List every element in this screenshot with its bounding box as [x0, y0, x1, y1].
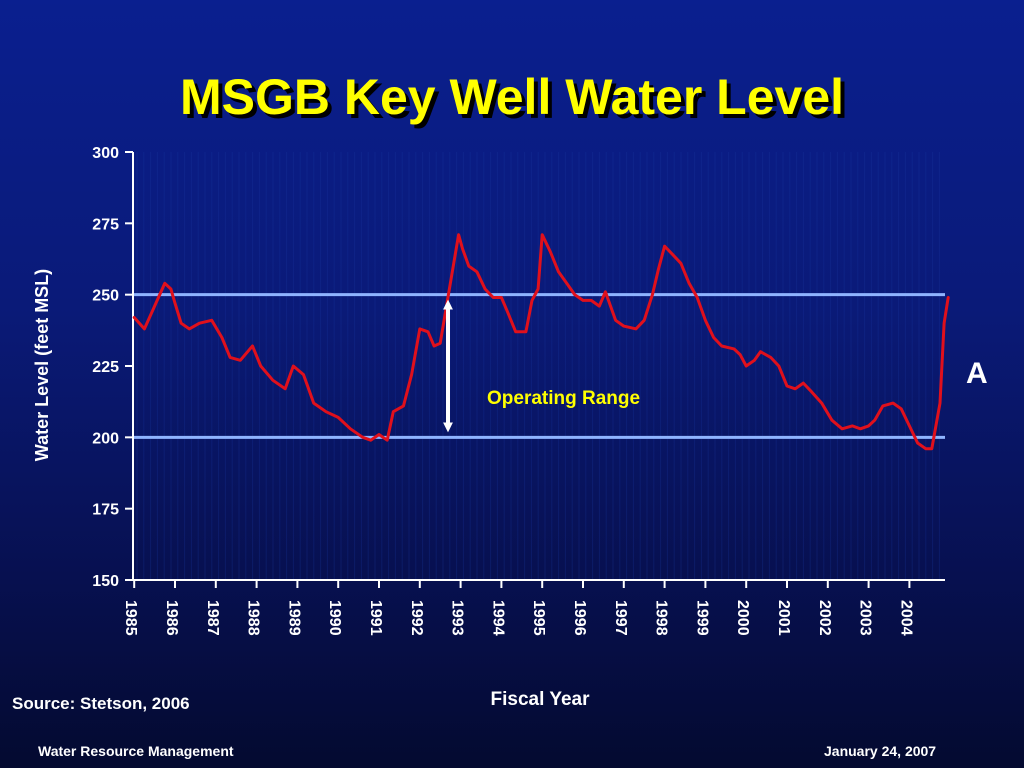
x-tick-label: 1985 [122, 600, 139, 636]
x-tick-label: 1990 [326, 600, 343, 636]
y-tick-label: 300 [92, 145, 119, 162]
footer-date: January 24, 2007 [824, 743, 937, 759]
x-tick-label: 1999 [693, 600, 710, 636]
annotations: Operating Range [443, 299, 640, 433]
x-axis-label: Fiscal Year [491, 689, 591, 710]
x-tick-label: 2003 [857, 600, 874, 636]
x-tick-label: 1986 [163, 600, 180, 636]
x-tick-label: 2001 [775, 600, 792, 636]
y-tick-label: 275 [92, 216, 119, 233]
x-tick-label: 1994 [489, 600, 506, 636]
y-tick-label: 175 [92, 502, 119, 519]
chart-title: MSGB Key Well Water Level [179, 69, 845, 125]
source-note: Source: Stetson, 2006 [12, 694, 190, 713]
x-tick-label: 1988 [245, 600, 262, 636]
y-tick-label: 150 [92, 573, 119, 590]
axes [132, 152, 945, 581]
series-line-0 [132, 233, 950, 451]
x-axis: 1985 1986 1987 1988 1989 1990 1991 1992 1993 1994… [122, 580, 914, 636]
footer-left: Water Resource Management [38, 743, 234, 759]
x-tick-label: 2004 [897, 600, 914, 636]
x-tick-label: 1996 [571, 600, 588, 636]
side-label: A [966, 357, 988, 390]
series-layer [132, 233, 950, 451]
x-tick-label: 1992 [408, 600, 425, 636]
x-tick-label: 2002 [816, 600, 833, 636]
x-tick-label: 1995 [530, 600, 547, 636]
y-tick-label: 200 [92, 430, 119, 447]
x-tick-label: 1987 [204, 600, 221, 636]
grid-texture [136, 152, 940, 580]
operating-range-label: Operating Range [487, 388, 640, 409]
x-tick-label: 1997 [612, 600, 629, 636]
reference-lines [133, 293, 945, 439]
x-tick-label: 1991 [367, 600, 384, 636]
x-tick-label: 1989 [285, 600, 302, 636]
y-axis: 150 175 200 225 250 275 300 [92, 145, 133, 590]
x-tick-label: 1998 [653, 600, 670, 636]
x-tick-label: 2000 [734, 600, 751, 636]
y-tick-label: 250 [92, 288, 119, 305]
y-tick-label: 225 [92, 359, 119, 376]
y-axis-label: Water Level (feet MSL) [32, 269, 52, 461]
x-tick-label: 1993 [449, 600, 466, 636]
